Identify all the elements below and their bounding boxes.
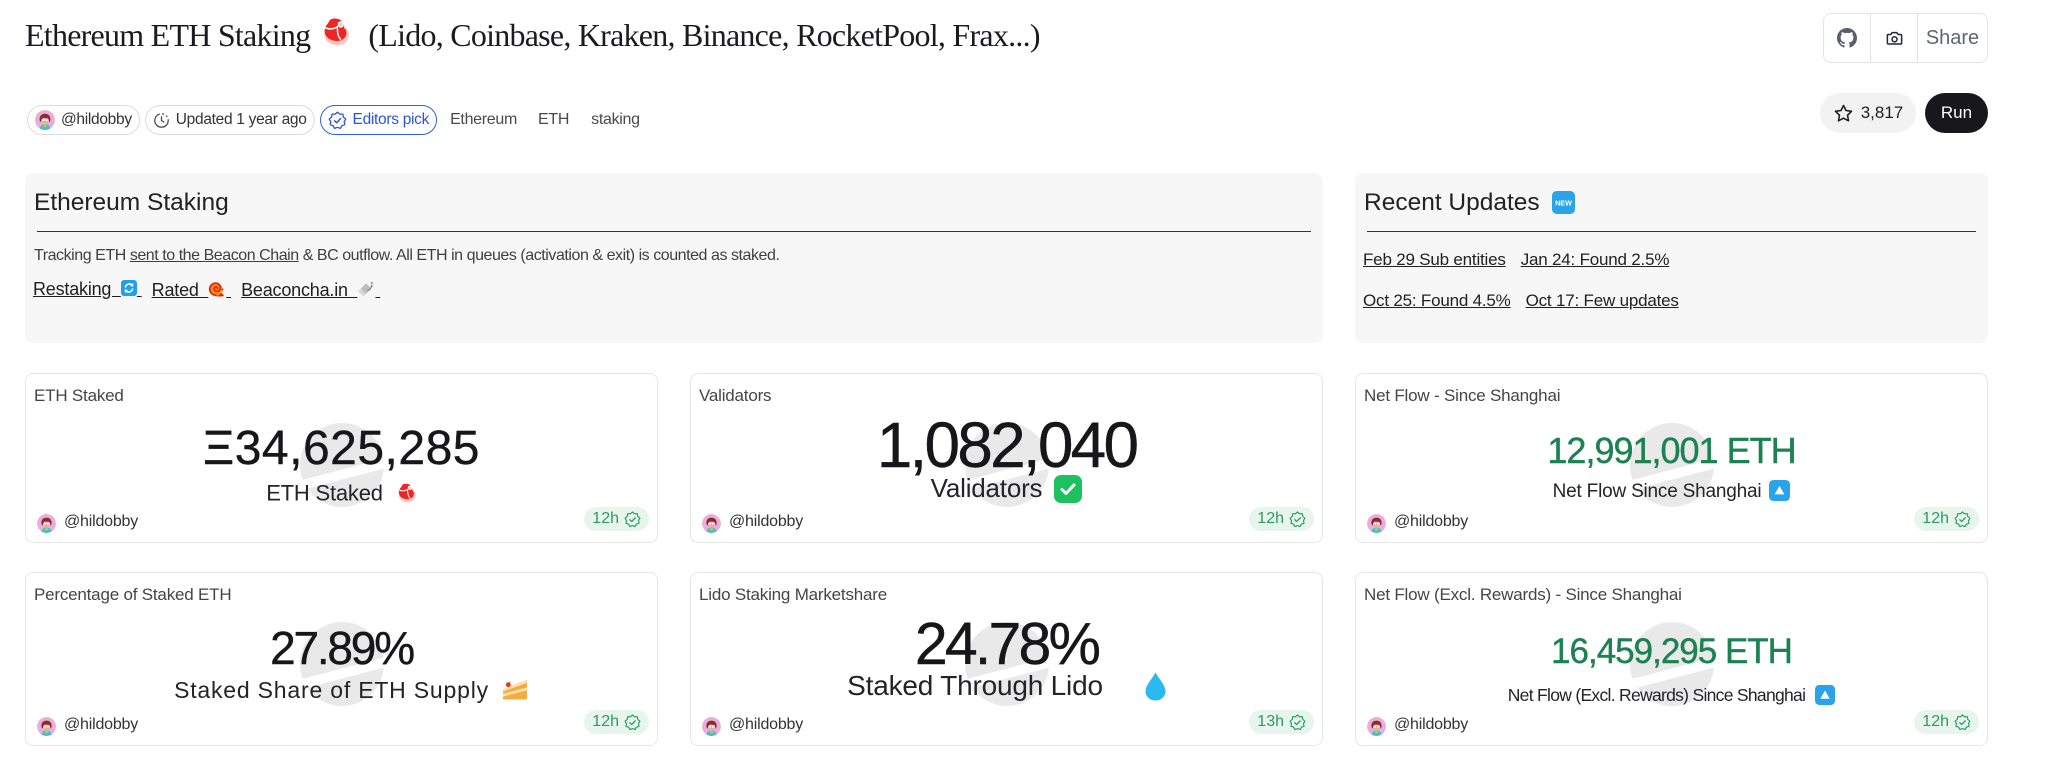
svg-text:NEW: NEW: [1555, 200, 1572, 208]
